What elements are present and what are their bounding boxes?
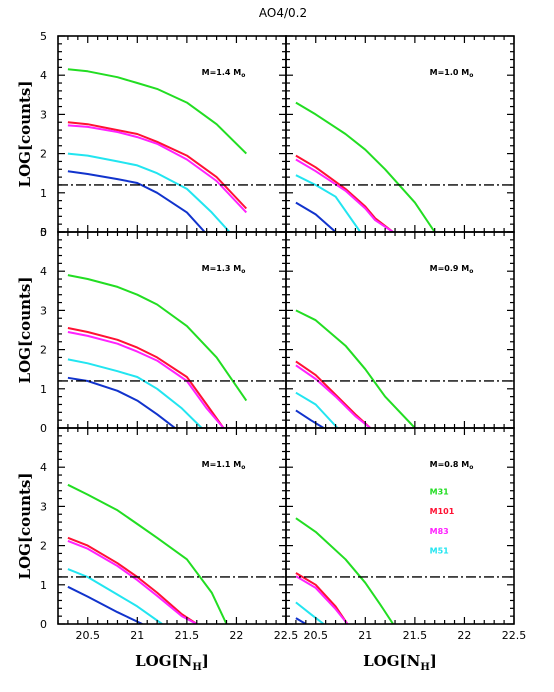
x-axis-title: LOG[NH] <box>363 652 437 673</box>
y-tick-label: 3 <box>40 108 47 121</box>
panels: 0 1 2 3 4 5 M=1.4 Mo M=1.0 Mo 0 1 2 3 4 5 M=1.3 Mo M=0.… <box>16 30 526 673</box>
series-line-m51 <box>295 391 339 428</box>
y-tick-label: 5 <box>40 226 47 239</box>
series-line-m51 <box>67 358 203 428</box>
y-tick-label: 4 <box>40 265 47 278</box>
legend-entry-m51: M51 <box>430 546 450 555</box>
series-line-m83 <box>295 364 371 428</box>
y-axis-title: LOG[counts] <box>16 277 34 384</box>
y-tick-label: 2 <box>40 344 47 357</box>
x-tick-label: 22.5 <box>274 629 299 642</box>
panel-mass-label: M=1.3 Mo <box>202 264 246 275</box>
legend-entry-m101: M101 <box>430 507 455 516</box>
y-tick-label: 1 <box>40 383 47 396</box>
series-line-m31 <box>295 517 394 624</box>
x-axis-title: LOG[NH] <box>135 652 209 673</box>
y-axis-title: LOG[counts] <box>16 81 34 188</box>
panel-top-right: M=1.0 Mo <box>285 35 515 233</box>
legend-entry-m83: M83 <box>430 527 449 536</box>
panel-frame <box>285 35 515 233</box>
series-group <box>67 483 228 624</box>
series-group <box>295 101 436 232</box>
panel-mass-label: M=1.4 Mo <box>202 68 246 79</box>
panel-mass-label: M=1.0 Mo <box>430 68 474 79</box>
y-tick-label: 0 <box>40 422 47 435</box>
y-tick-label: 5 <box>40 30 47 43</box>
x-tick-label: 21 <box>130 629 144 642</box>
series-line-m31 <box>67 68 248 155</box>
series-line-m31 <box>67 274 248 402</box>
y-tick-label: 2 <box>40 540 47 553</box>
series-line-m101 <box>67 327 225 428</box>
series-line-fifth <box>67 585 143 624</box>
y-tick-label: 1 <box>40 187 47 200</box>
y-tick-label: 0 <box>40 226 47 239</box>
series-line-m101 <box>67 121 248 210</box>
panel-frame <box>285 231 515 429</box>
series-line-m83 <box>67 539 198 624</box>
panel-bottom-left: 0 1 2 3 4 20.5 21 21.5 22 22.5 M=1.1 Mo <box>40 427 299 642</box>
y-tick-label: 3 <box>40 500 47 513</box>
series-line-fifth <box>295 409 325 428</box>
series-line-m31 <box>67 483 228 624</box>
series-line-fifth <box>295 201 337 232</box>
panel-mass-label: M=0.8 Mo <box>430 460 474 471</box>
x-tick-label: 22 <box>457 629 471 642</box>
x-tick-label: 21.5 <box>175 629 200 642</box>
x-tick-label: 21.5 <box>403 629 428 642</box>
x-tick-label: 20.5 <box>75 629 100 642</box>
series-line-m83 <box>295 575 349 624</box>
series-group <box>67 274 248 428</box>
x-tick-label: 20.5 <box>303 629 328 642</box>
panel-middle-left: 0 1 2 3 4 5 M=1.3 Mo <box>40 226 287 435</box>
panel-frame <box>285 427 515 625</box>
panel-mass-label: M=1.1 Mo <box>202 460 246 471</box>
figure-title: AO4/0.2 <box>259 6 307 20</box>
series-line-m101 <box>295 154 394 232</box>
series-group <box>295 309 416 428</box>
series-line-fifth <box>67 170 206 232</box>
series-group <box>295 517 394 624</box>
series-line-m83 <box>295 158 394 232</box>
y-tick-label: 4 <box>40 461 47 474</box>
series-line-m51 <box>67 568 163 624</box>
series-line-m51 <box>67 152 231 232</box>
y-tick-label: 3 <box>40 304 47 317</box>
x-tick-label: 21 <box>358 629 372 642</box>
series-line-fifth <box>67 376 176 428</box>
series-line-fifth <box>295 617 307 624</box>
series-line-m51 <box>295 174 362 232</box>
panel-top-left: 0 1 2 3 4 5 M=1.4 Mo <box>40 30 287 239</box>
panel-frame <box>57 427 287 625</box>
x-tick-label: 22.5 <box>502 629 527 642</box>
panel-frame <box>57 231 287 429</box>
series-line-m31 <box>295 101 436 232</box>
series-line-m101 <box>67 536 198 624</box>
y-tick-label: 0 <box>40 618 47 631</box>
series-line-m51 <box>295 601 325 624</box>
series-line-m31 <box>295 309 416 428</box>
y-axis-title: LOG[counts] <box>16 473 34 580</box>
y-tick-label: 2 <box>40 148 47 161</box>
y-tick-label: 1 <box>40 579 47 592</box>
series-line-m83 <box>67 331 225 428</box>
panel-bottom-right: 20.5 21 21.5 22 22.5 M=0.8 Mo M31 M101 M83 M51 <box>285 427 527 642</box>
legend-entry-m31: M31 <box>430 488 450 497</box>
panel-middle-right: M=0.9 Mo <box>285 231 515 429</box>
panel-mass-label: M=0.9 Mo <box>430 264 474 275</box>
x-tick-label: 22 <box>229 629 243 642</box>
series-group <box>67 68 248 232</box>
series-line-m83 <box>67 124 248 214</box>
y-tick-label: 4 <box>40 69 47 82</box>
